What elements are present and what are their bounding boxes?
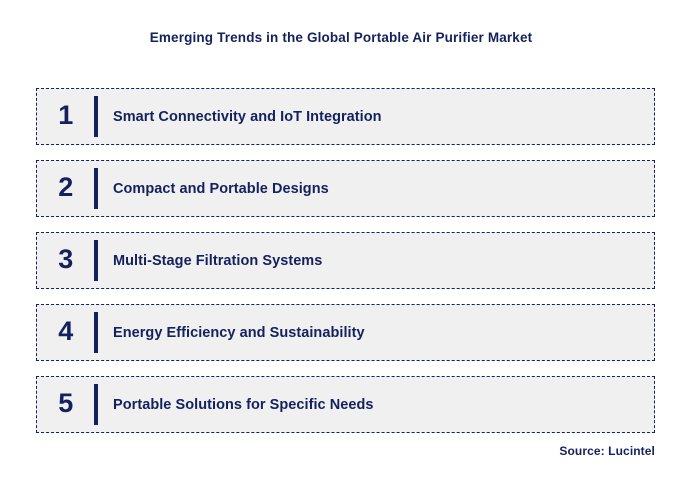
- page-title: Emerging Trends in the Global Portable A…: [149, 30, 533, 45]
- trend-label: Smart Connectivity and IoT Integration: [113, 108, 382, 125]
- rank-cell: 5: [37, 377, 94, 432]
- trend-label-cell: Compact and Portable Designs: [98, 161, 654, 216]
- source-attribution: Source: Lucintel: [559, 444, 655, 458]
- trend-card-3: 3 Multi-Stage Filtration Systems: [36, 232, 655, 289]
- trend-label-cell: Smart Connectivity and IoT Integration: [98, 89, 654, 144]
- rank-cell: 2: [37, 161, 94, 216]
- rank-number: 5: [58, 388, 73, 418]
- trend-card-2: 2 Compact and Portable Designs: [36, 160, 655, 217]
- trend-label: Compact and Portable Designs: [113, 180, 329, 197]
- rank-divider: [94, 240, 98, 281]
- trend-label: Portable Solutions for Specific Needs: [113, 396, 374, 413]
- trend-card-4: 4 Energy Efficiency and Sustainability: [36, 304, 655, 361]
- trend-card-5: 5 Portable Solutions for Specific Needs: [36, 376, 655, 433]
- trend-list: 1 Smart Connectivity and IoT Integration…: [36, 88, 655, 433]
- trend-card-1: 1 Smart Connectivity and IoT Integration: [36, 88, 655, 145]
- rank-divider: [94, 384, 98, 425]
- rank-divider: [94, 96, 98, 137]
- trend-label-cell: Multi-Stage Filtration Systems: [98, 233, 654, 288]
- rank-divider: [94, 168, 98, 209]
- rank-number: 3: [58, 244, 73, 274]
- rank-cell: 1: [37, 89, 94, 144]
- rank-cell: 4: [37, 305, 94, 360]
- rank-cell: 3: [37, 233, 94, 288]
- rank-divider: [94, 312, 98, 353]
- rank-number: 4: [58, 316, 73, 346]
- trend-label: Energy Efficiency and Sustainability: [113, 324, 365, 341]
- trend-label-cell: Portable Solutions for Specific Needs: [98, 377, 654, 432]
- rank-number: 1: [58, 100, 73, 130]
- trend-label-cell: Energy Efficiency and Sustainability: [98, 305, 654, 360]
- rank-number: 2: [58, 172, 73, 202]
- trend-label: Multi-Stage Filtration Systems: [113, 252, 323, 269]
